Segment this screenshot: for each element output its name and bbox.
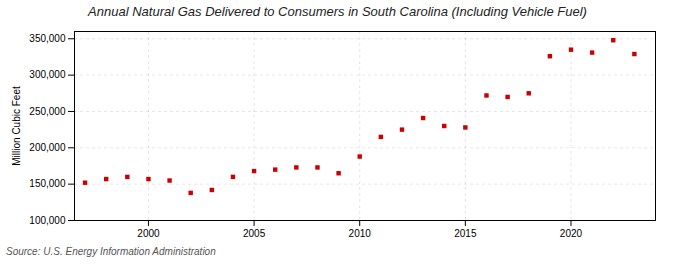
svg-text:2000: 2000	[137, 228, 160, 239]
html-text:Source: U.S. Energy Informatio: Source: U.S. Energy Information Administ…	[6, 246, 216, 257]
svg-text:250,000: 250,000	[29, 106, 66, 117]
svg-text:150,000: 150,000	[29, 178, 66, 189]
svg-text:2005: 2005	[243, 228, 266, 239]
svg-text:2010: 2010	[349, 228, 372, 239]
svg-text:Million Cubic Feet: Million Cubic Feet	[11, 86, 22, 166]
svg-text:2020: 2020	[560, 228, 583, 239]
svg-text:200,000: 200,000	[29, 142, 66, 153]
svg-text:350,000: 350,000	[29, 33, 66, 44]
svg-text:300,000: 300,000	[29, 69, 66, 80]
svg-text:2015: 2015	[454, 228, 477, 239]
html-text:Annual Natural Gas Delivered t: Annual Natural Gas Delivered to Consumer…	[88, 4, 587, 19]
svg-text:100,000: 100,000	[29, 215, 66, 226]
